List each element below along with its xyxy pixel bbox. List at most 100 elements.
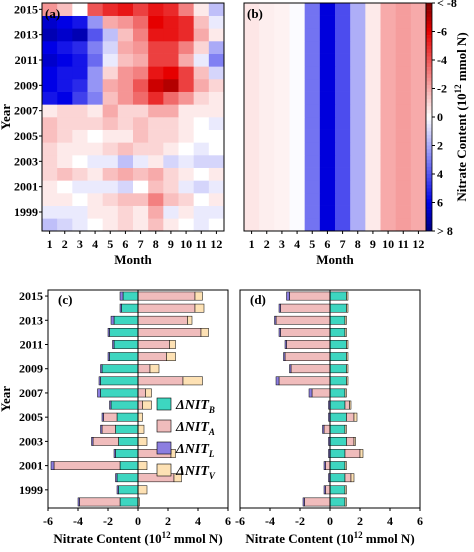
heatmap-cell: [178, 129, 194, 143]
heatmap-cell: [319, 91, 336, 105]
bar-segment: [142, 400, 152, 410]
heatmap-cell: [208, 205, 225, 219]
heatmap-cell: [163, 155, 179, 168]
heatmap-cell: [102, 53, 119, 67]
heatmap-cell: [335, 66, 351, 80]
bar-segment: [187, 315, 193, 325]
heatmap-cell: [178, 79, 194, 92]
legend-label-main: ΔNIT: [175, 464, 210, 479]
heatmap-cell: [208, 41, 225, 54]
bar-segment: [137, 315, 188, 325]
colorbar-segment: [426, 74, 432, 79]
heatmap-cell: [42, 142, 58, 156]
x-tick-label: 3: [279, 237, 285, 251]
x-axis-title-main: Nitrate Content (10: [53, 531, 161, 546]
heatmap-cell: [350, 66, 366, 80]
heatmap-cell: [319, 180, 336, 194]
heatmap-cell: [410, 129, 427, 143]
heatmap-cell: [365, 104, 381, 118]
heatmap-cell: [365, 15, 381, 29]
heatmap-cell: [395, 142, 412, 156]
heatmap-cell: [395, 53, 412, 67]
heatmap-cell: [259, 117, 275, 130]
heatmap-cell: [42, 91, 58, 105]
x-tick-label: 9: [168, 237, 174, 251]
x-tick-label: -4: [73, 514, 83, 528]
colorbar-tick-label: < -8: [437, 0, 457, 10]
bar-segment: [329, 437, 347, 446]
heatmap-cell: [87, 91, 103, 105]
heatmap-cell: [87, 28, 103, 42]
heatmap-cell: [208, 129, 225, 143]
heatmap-cell: [289, 193, 305, 206]
heatmap-cell: [274, 142, 290, 156]
heatmap-cell: [42, 66, 58, 80]
heatmap-cell: [274, 129, 290, 143]
heatmap-cell: [350, 155, 366, 168]
heatmap-cell: [117, 117, 134, 130]
heatmap-cell: [57, 155, 73, 168]
panel-label: (a): [45, 6, 60, 21]
x-tick-label: 0: [327, 514, 333, 528]
heatmap-cell: [178, 66, 194, 80]
heatmap-cell: [72, 66, 88, 80]
colorbar-segment: [426, 145, 432, 150]
heatmap-cell: [244, 129, 260, 143]
heatmap-cell: [244, 3, 260, 16]
x-tick-label: -6: [43, 514, 53, 528]
heatmap-cell: [72, 142, 88, 156]
heatmap-cell: [350, 15, 366, 29]
heatmap-cell: [395, 129, 412, 143]
bar-segment: [115, 473, 118, 483]
heatmap-cell: [102, 167, 119, 181]
bar-segment: [278, 303, 281, 313]
bar-segment: [344, 449, 361, 458]
heatmap-cell: [289, 218, 305, 232]
heatmap-cell: [42, 205, 58, 219]
bar-segment: [323, 485, 326, 495]
bar-segment: [329, 328, 346, 337]
colorbar-segment: [426, 20, 432, 25]
colorbar-tick-label: 2: [437, 139, 443, 153]
heatmap-cell: [244, 15, 260, 29]
heatmap-cell: [335, 28, 351, 42]
heatmap-cell: [335, 79, 351, 92]
heatmap-cell: [178, 180, 194, 194]
legend-label: ΔNITL: [175, 442, 215, 459]
heatmap-cell: [208, 104, 225, 118]
legend-label-main: ΔNIT: [175, 398, 210, 413]
heatmap-cell: [395, 155, 412, 168]
bar-segment: [289, 291, 331, 301]
bar-segment: [113, 340, 139, 349]
bar-segment: [116, 473, 139, 483]
colorbar-segment: [426, 152, 432, 157]
heatmap-cell: [117, 79, 134, 92]
heatmap-cell: [72, 15, 88, 29]
heatmap-cell: [380, 155, 396, 168]
heatmap-cell: [178, 167, 194, 181]
heatmap-cell: [244, 41, 260, 54]
colorbar-segment: [426, 52, 432, 57]
bar-segment: [92, 437, 119, 446]
heatmap-cell: [178, 155, 194, 168]
heatmap-cell: [244, 193, 260, 206]
heatmap-cell: [244, 104, 260, 118]
heatmap-cell: [319, 104, 336, 118]
heatmap-cell: [72, 180, 88, 194]
bar-segment: [329, 473, 346, 483]
heatmap-cell: [289, 142, 305, 156]
heatmap-cell: [42, 117, 58, 130]
colorbar-segment: [426, 191, 432, 196]
heatmap-cell: [259, 41, 275, 54]
bar-segment: [116, 412, 139, 422]
heatmap-a: [42, 3, 225, 232]
bar-segment: [329, 412, 347, 422]
bar-segment: [122, 291, 139, 301]
heatmap-cell: [102, 41, 119, 54]
heatmap-cell: [244, 218, 260, 232]
x-tick-label: -6: [235, 514, 245, 528]
heatmap-cell: [42, 104, 58, 118]
heatmap-cell: [163, 28, 179, 42]
heatmap-cell: [259, 3, 275, 16]
